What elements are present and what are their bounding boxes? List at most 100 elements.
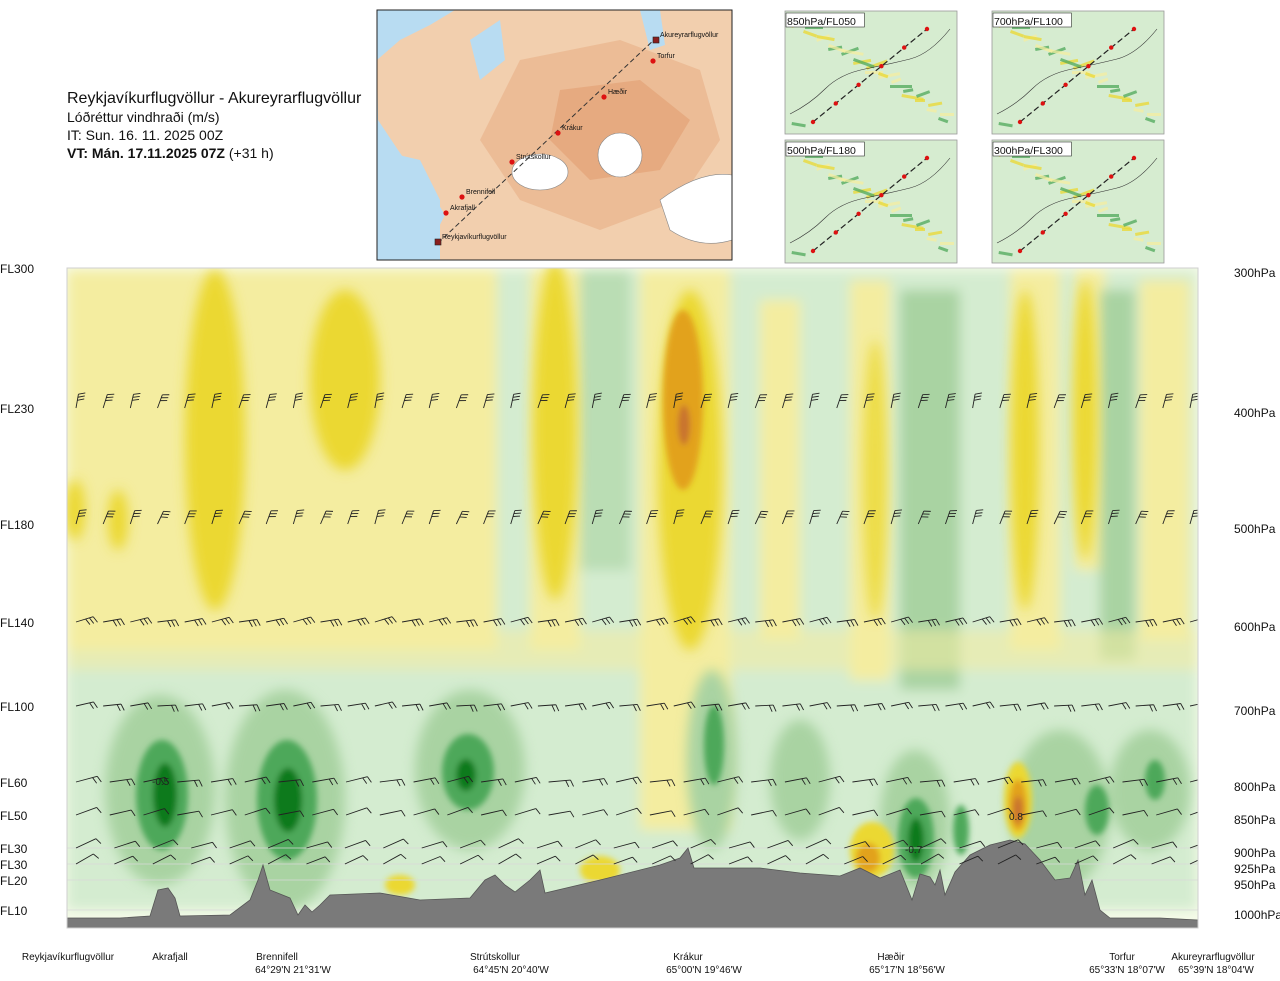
wind-barb: [1036, 856, 1061, 865]
wind-barb: [717, 807, 744, 816]
wind-barb: [75, 392, 86, 409]
wind-barb: [818, 807, 845, 816]
route-point: [1063, 82, 1068, 88]
flight-level-label: FL50: [0, 809, 28, 823]
wind-barb: [591, 509, 604, 525]
wind-barb: [238, 619, 261, 627]
wind-barb: [1088, 776, 1115, 784]
wind-barb: [863, 617, 886, 627]
wind-barb: [229, 840, 256, 849]
terrain-profile: [67, 839, 1198, 928]
wind-barb: [129, 509, 142, 525]
wind-barb: [919, 810, 946, 818]
wind-barb: [844, 856, 868, 865]
waypoint-name: Akureyrarflugvöllur: [1171, 952, 1255, 963]
map-point-label: Torfur: [657, 53, 676, 60]
wind-barb: [754, 394, 768, 409]
pressure-level-label: 600hPa: [1234, 620, 1276, 634]
wind-barb: [1112, 838, 1139, 849]
wind-barb: [852, 809, 879, 817]
wind-barb: [483, 618, 506, 627]
flight-level-axis: FL300 FL230 FL180 FL140 FL100 FL60 FL50 FL30 FL3…: [0, 262, 34, 918]
wind-barb: [646, 617, 669, 626]
wind-barb: [618, 393, 631, 409]
wind-barb: [863, 703, 886, 711]
wind-barb: [751, 778, 777, 787]
wind-barb: [152, 839, 179, 849]
panel-label: 500hPa/FL180: [787, 145, 856, 157]
wind-barb: [836, 394, 849, 409]
flight-level-label: FL30: [0, 858, 28, 872]
wind-barb: [809, 702, 832, 710]
pressure-axis: 300hPa 400hPa 500hPa 600hPa 700hPa 800hPa 850h…: [1234, 266, 1280, 922]
wind-barb: [700, 703, 723, 711]
wind-barb: [152, 854, 177, 865]
wind-barb: [646, 510, 659, 525]
wind-barb: [918, 618, 940, 627]
wind-barb: [1156, 777, 1182, 785]
wind-barb: [75, 853, 100, 865]
wind-barb: [1189, 844, 1198, 849]
wind-barb: [683, 777, 710, 786]
route-point: [1131, 155, 1137, 161]
wind-barb: [564, 510, 577, 525]
wind-barb: [75, 701, 98, 709]
wind-barb: [959, 840, 986, 849]
wind-barb: [1165, 268, 1166, 269]
wind-barb: [510, 702, 533, 710]
wind-barb: [514, 776, 541, 785]
wind-barb: [700, 393, 713, 409]
wind-barb: [1162, 703, 1185, 711]
wind-barb: [76, 268, 77, 269]
map-point-label: Krákur: [562, 125, 583, 132]
wind-barb: [1080, 510, 1094, 525]
wind-barb: [102, 510, 116, 525]
wind-barb: [483, 510, 496, 525]
wind-barb: [498, 853, 522, 865]
wind-barb: [447, 775, 474, 784]
wind-barb: [238, 394, 251, 409]
annotation-value: -0.7: [905, 845, 923, 856]
wind-barb: [347, 617, 370, 626]
wind-barb: [266, 617, 288, 627]
wind-barb: [863, 510, 876, 525]
route-point: [1017, 119, 1023, 125]
wind-barb: [592, 701, 615, 710]
wind-barb: [238, 704, 261, 712]
panel-label: 700hPa/FL100: [994, 16, 1063, 28]
wind-barb: [972, 616, 995, 625]
wind-barb: [114, 855, 138, 865]
wind-barb: [997, 839, 1024, 849]
wind-barb: [1108, 702, 1131, 710]
wind-barb: [298, 268, 300, 269]
wind-barb: [1021, 810, 1047, 817]
wind-barb: [75, 838, 102, 849]
wind-barb: [891, 701, 913, 710]
wind-barb: [75, 509, 87, 525]
wind-barb: [459, 839, 486, 849]
wind-barb: [109, 809, 136, 817]
route-line: [812, 157, 928, 252]
wind-barb: [700, 510, 714, 525]
map-point-label: Strútskollur: [516, 154, 552, 161]
wind-barb: [999, 510, 1013, 525]
wind-barb: [413, 808, 440, 816]
wind-barb: [591, 392, 602, 409]
wind-barb: [102, 393, 115, 409]
wind-barb: [312, 777, 338, 786]
wind-barb: [987, 776, 1014, 785]
wind-barb: [809, 616, 832, 626]
route-title: Reykjavíkurflugvöllur - Akureyrarflugvöl…: [67, 90, 362, 107]
wind-barb: [537, 704, 560, 712]
waypoint-marker: [459, 194, 465, 200]
chart-header: Reykjavíkurflugvöllur - Akureyrarflugvöl…: [67, 90, 361, 162]
wind-barb: [483, 393, 495, 409]
wind-barb: [575, 839, 601, 849]
wind-barb: [306, 856, 331, 865]
wind-barb: [379, 809, 406, 817]
wind-barb: [175, 268, 176, 269]
wind-barb: [224, 268, 225, 269]
wind-barb: [130, 702, 153, 710]
wind-barb: [184, 703, 207, 711]
